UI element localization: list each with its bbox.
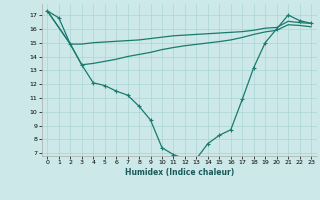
X-axis label: Humidex (Indice chaleur): Humidex (Indice chaleur) (124, 168, 234, 177)
